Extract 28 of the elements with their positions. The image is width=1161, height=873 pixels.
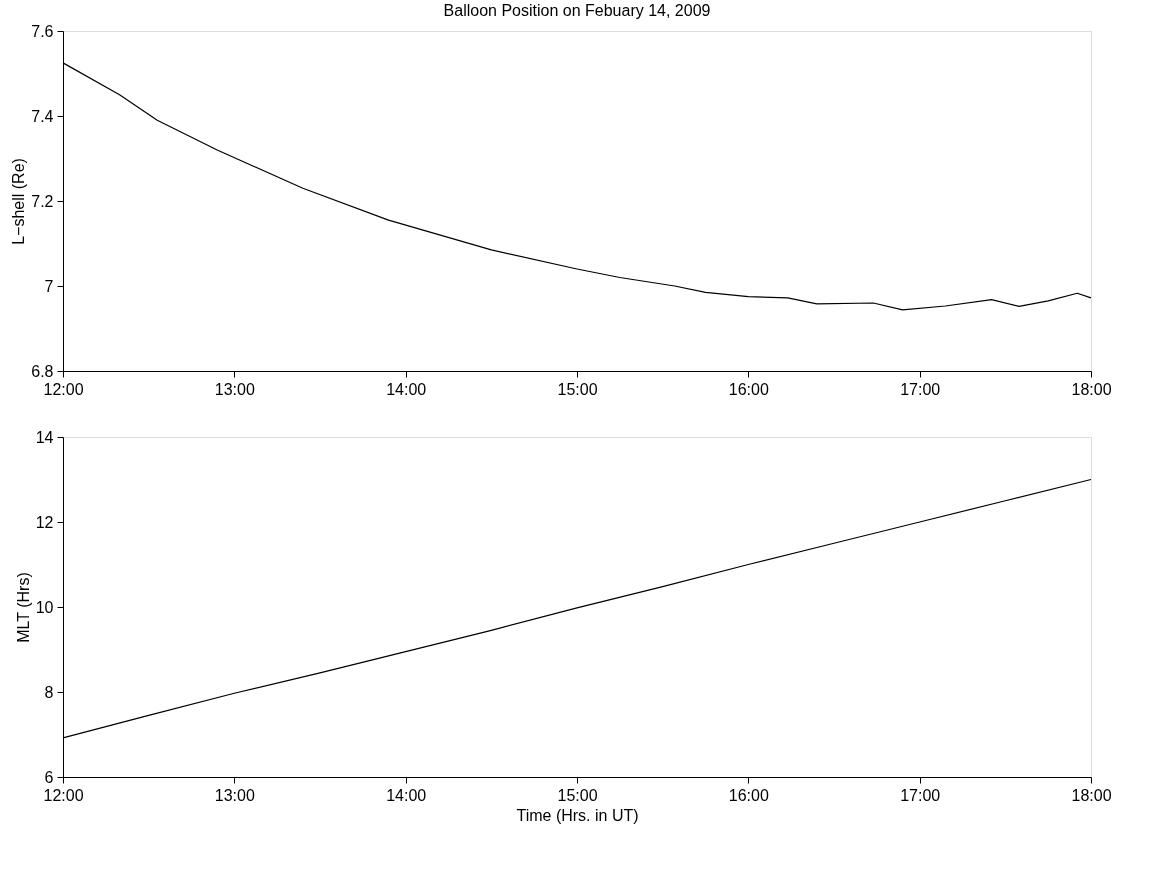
y-tick-label: 6.8 <box>31 362 54 380</box>
x-tick-label: 12:00 <box>43 380 84 398</box>
y-tick-label: 7 <box>44 277 54 295</box>
y-tick-label: 12 <box>35 513 54 531</box>
x-tick-label: 15:00 <box>557 786 598 804</box>
x-tick-label: 17:00 <box>900 786 941 804</box>
x-tick-label: 15:00 <box>557 380 598 398</box>
chart-title: Balloon Position on Febuary 14, 2009 <box>443 2 711 19</box>
x-tick-label: 18:00 <box>1071 786 1112 804</box>
x-tick-label: 12:00 <box>43 786 84 804</box>
y-tick-label: 8 <box>44 683 54 701</box>
x-tick-label: 18:00 <box>1071 380 1112 398</box>
x-tick-label: 13:00 <box>214 380 255 398</box>
x-tick-label: 17:00 <box>900 380 941 398</box>
y-tick-label: 10 <box>35 598 54 616</box>
x-tick-label: 14:00 <box>386 380 427 398</box>
y-tick-label: 7.4 <box>31 107 54 125</box>
x-axis-title: Time (Hrs. in UT) <box>516 806 639 824</box>
y-tick-label: 7.6 <box>31 22 54 40</box>
y-tick-label: 6 <box>44 768 54 786</box>
y-tick-label: 7.2 <box>31 192 54 210</box>
x-tick-label: 13:00 <box>214 786 255 804</box>
y-tick-label: 14 <box>35 428 54 446</box>
x-tick-label: 14:00 <box>386 786 427 804</box>
y-axis-title: L−shell (Re) <box>10 158 28 245</box>
x-tick-label: 16:00 <box>728 786 769 804</box>
x-tick-label: 16:00 <box>728 380 769 398</box>
y-axis-title: MLT (Hrs) <box>14 572 32 643</box>
